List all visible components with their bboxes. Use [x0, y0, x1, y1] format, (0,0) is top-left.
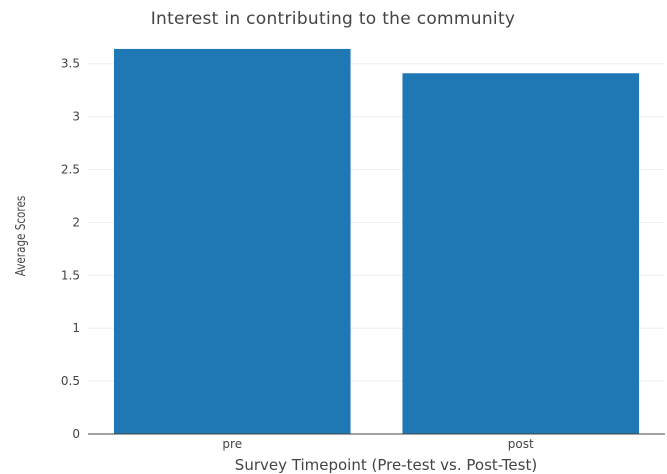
y-tick-label: 1 [72, 321, 80, 335]
x-tick-label: post [508, 437, 534, 451]
y-axis-title: Average Scores [13, 196, 28, 277]
y-tick-label: 2 [72, 215, 80, 229]
x-axis-ticks: pre post [222, 437, 534, 451]
y-tick-label: 2.5 [61, 163, 80, 177]
x-tick-label: pre [222, 437, 242, 451]
x-axis-title: Survey Timepoint (Pre-test vs. Post-Test… [235, 456, 537, 474]
y-axis-ticks: 0 0.5 1 1.5 2 2.5 3 3.5 [61, 57, 80, 441]
y-tick-label: 0 [72, 427, 80, 441]
y-tick-label: 1.5 [61, 268, 80, 282]
bar-post [402, 73, 640, 434]
bar-pre [113, 48, 351, 434]
bars [113, 48, 640, 434]
y-tick-label: 3 [72, 110, 80, 124]
y-tick-label: 3.5 [61, 57, 80, 71]
y-tick-label: 0.5 [61, 374, 80, 388]
chart-title: Interest in contributing to the communit… [151, 9, 516, 29]
